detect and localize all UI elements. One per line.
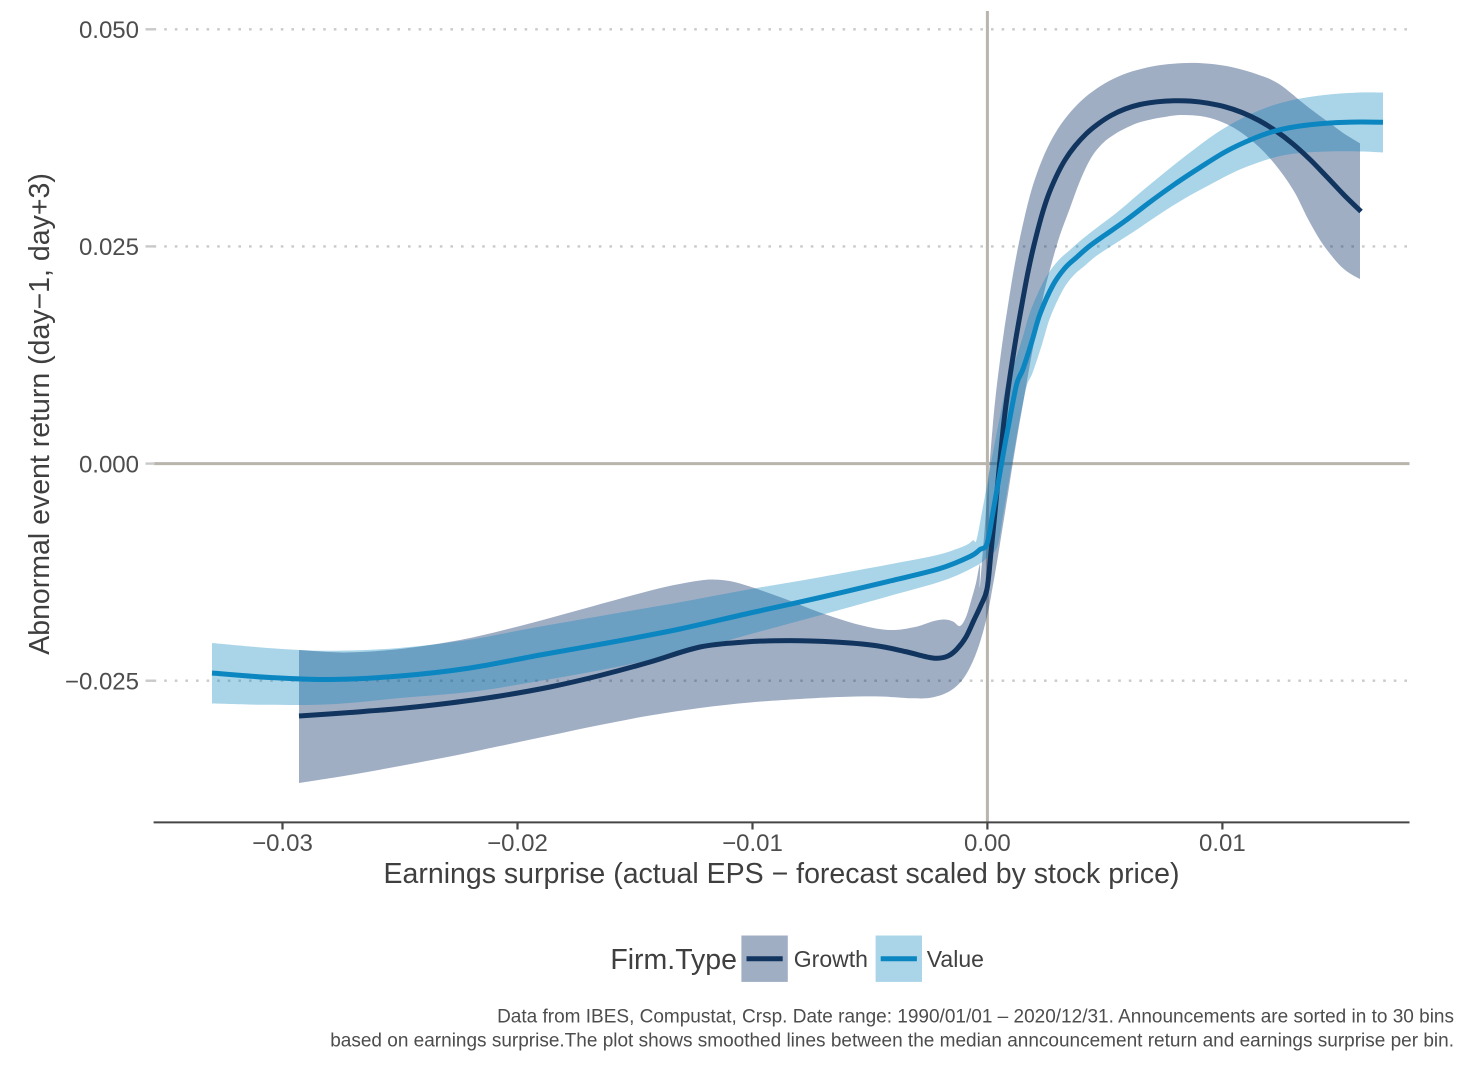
svg-text:Earnings surprise (actual EPS: Earnings surprise (actual EPS − forecast… xyxy=(384,858,1180,890)
svg-text:based on earnings surprise.The: based on earnings surprise.The plot show… xyxy=(330,1031,1454,1052)
svg-text:Value: Value xyxy=(927,946,984,972)
svg-text:0.000: 0.000 xyxy=(79,451,139,478)
svg-text:0.025: 0.025 xyxy=(79,234,139,261)
svg-text:Abnormal event return (day−1,: Abnormal event return (day−1, day+3) xyxy=(24,173,56,655)
svg-text:0.050: 0.050 xyxy=(79,17,139,44)
svg-text:Firm.Type: Firm.Type xyxy=(610,944,737,976)
svg-text:0.00: 0.00 xyxy=(964,830,1011,857)
svg-text:−0.03: −0.03 xyxy=(252,830,313,857)
svg-text:−0.025: −0.025 xyxy=(65,668,139,695)
svg-text:−0.02: −0.02 xyxy=(487,830,548,857)
svg-text:−0.01: −0.01 xyxy=(722,830,783,857)
svg-text:Growth: Growth xyxy=(794,946,868,972)
svg-text:Data from IBES, Compustat, Crs: Data from IBES, Compustat, Crsp. Date ra… xyxy=(497,1007,1454,1028)
svg-text:0.01: 0.01 xyxy=(1199,830,1246,857)
